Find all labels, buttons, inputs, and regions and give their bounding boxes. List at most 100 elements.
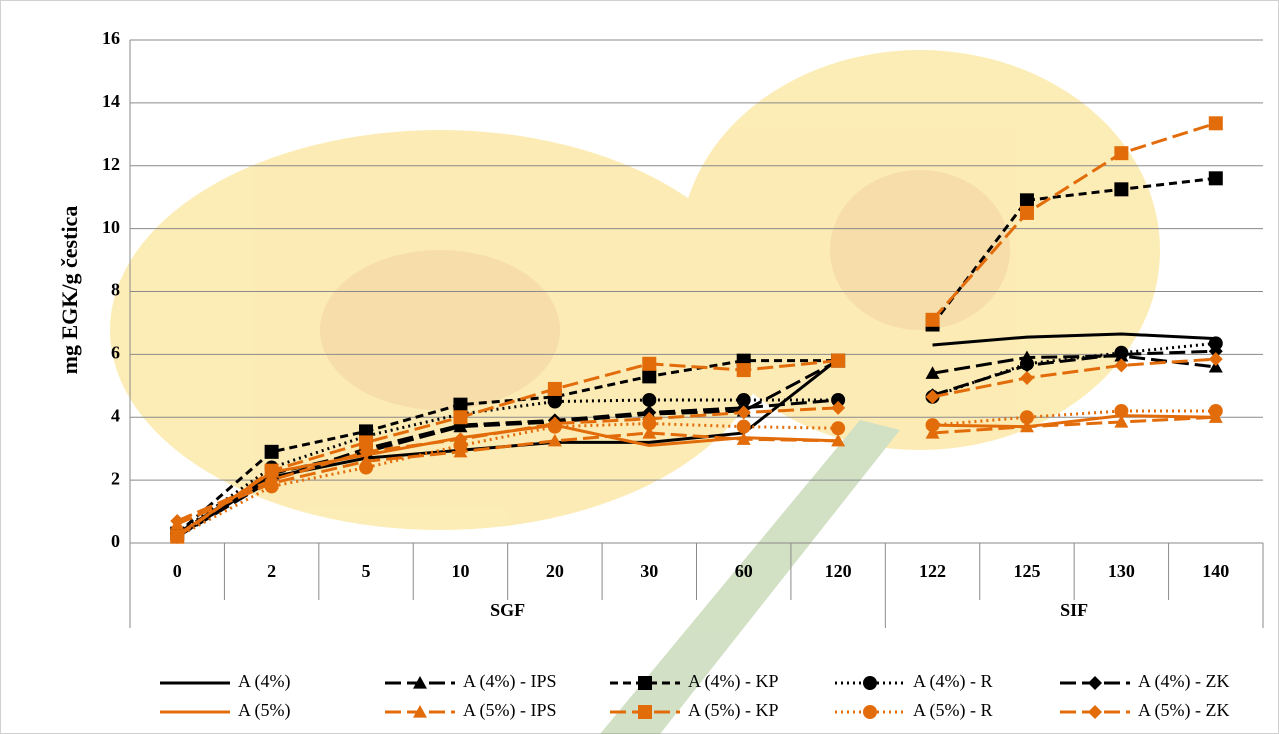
legend-marker <box>863 676 877 690</box>
series-line <box>932 415 1216 435</box>
data-point <box>1019 193 1034 208</box>
data-point <box>1019 419 1034 433</box>
data-point <box>736 405 751 420</box>
y-tick-label: 14 <box>102 91 120 111</box>
data-point <box>831 433 846 447</box>
x-tick-label: 20 <box>546 561 564 581</box>
data-point <box>1208 359 1223 373</box>
data-point <box>642 425 657 439</box>
series-line <box>176 359 839 538</box>
series-line <box>176 398 839 538</box>
x-tick-label: 10 <box>451 561 469 581</box>
data-point <box>642 392 657 407</box>
data-point <box>1208 336 1223 351</box>
legend-marker <box>413 705 427 718</box>
y-tick-label: 10 <box>102 217 120 237</box>
y-tick-label: 4 <box>111 405 120 425</box>
data-point <box>1208 344 1223 359</box>
data-point <box>831 392 846 407</box>
data-point <box>264 473 279 488</box>
x-tick-label: 30 <box>640 561 658 581</box>
legend-label: A (4%) - R <box>913 671 993 692</box>
x-tick-label: 120 <box>825 561 852 581</box>
data-point <box>453 432 468 447</box>
x-tick-label: 60 <box>735 561 753 581</box>
legend-label: A (5%) <box>238 700 291 721</box>
data-point <box>1019 410 1034 425</box>
data-point <box>925 312 940 327</box>
y-tick-label: 16 <box>102 28 120 48</box>
data-point <box>642 356 657 371</box>
data-point <box>1114 414 1129 428</box>
series-line <box>176 431 839 526</box>
series-line <box>932 414 1216 429</box>
legend-marker <box>638 676 652 690</box>
data-point <box>1208 171 1223 186</box>
data-point <box>1114 403 1129 418</box>
legend-label: A (4%) - IPS <box>463 671 557 692</box>
series-line <box>176 359 839 535</box>
legend-label: A (5%) - KP <box>688 700 779 721</box>
data-point <box>642 369 657 384</box>
y-tick-label: 8 <box>111 280 120 300</box>
data-point <box>359 435 374 450</box>
data-point <box>831 353 846 368</box>
data-point <box>736 363 751 378</box>
legend-marker <box>863 705 877 719</box>
data-point <box>547 433 562 447</box>
legend-label: A (4%) - KP <box>688 671 779 692</box>
series-line <box>176 359 839 535</box>
data-point <box>264 444 279 459</box>
x-tick-label: 122 <box>919 561 946 581</box>
x-tick-label: 140 <box>1202 561 1229 581</box>
legend-label: A (4%) - ZK <box>1138 671 1229 692</box>
data-point <box>547 416 562 431</box>
series-line <box>932 354 1216 375</box>
y-tick-label: 0 <box>111 531 120 551</box>
series-line <box>931 121 1217 321</box>
legend-label: A (5%) - IPS <box>463 700 557 721</box>
data-point <box>1114 358 1129 373</box>
data-point <box>1208 116 1223 131</box>
legend-label: A (5%) - R <box>913 700 993 721</box>
data-point <box>925 425 940 439</box>
data-point <box>831 421 846 436</box>
x-tick-label: 125 <box>1013 561 1040 581</box>
series-line <box>932 332 1216 347</box>
series-line <box>932 357 1216 399</box>
x-tick-label: 130 <box>1108 561 1135 581</box>
x-tick-label: 2 <box>267 561 276 581</box>
legend-label: A (4%) <box>238 671 291 692</box>
y-tick-label: 12 <box>102 154 120 174</box>
data-point <box>1019 370 1034 385</box>
data-point <box>1019 358 1034 373</box>
group-label: SGF <box>490 600 525 620</box>
data-point <box>359 460 374 475</box>
series-line <box>932 349 1216 397</box>
series-line <box>176 406 839 523</box>
data-point <box>170 529 185 544</box>
data-point <box>547 394 562 409</box>
data-point <box>1114 146 1129 161</box>
data-point <box>736 392 751 407</box>
y-axis-title: mg EGK/g čestica <box>57 206 82 375</box>
data-point <box>925 366 940 379</box>
data-point <box>736 419 751 434</box>
data-point <box>359 444 374 459</box>
legend-marker <box>1088 705 1102 719</box>
data-point <box>1114 347 1129 362</box>
data-point <box>831 400 846 415</box>
y-tick-label: 2 <box>111 468 120 488</box>
y-tick-label: 6 <box>111 343 120 363</box>
data-point <box>170 513 185 528</box>
series-line <box>176 422 839 539</box>
background-flowers <box>110 50 1160 734</box>
data-point <box>1208 352 1223 367</box>
x-tick-label: 0 <box>173 561 182 581</box>
legend-label: A (5%) - ZK <box>1138 700 1229 721</box>
data-point <box>736 432 751 445</box>
data-point <box>264 463 279 478</box>
legend-marker <box>413 676 427 689</box>
legend-marker <box>1088 676 1102 690</box>
